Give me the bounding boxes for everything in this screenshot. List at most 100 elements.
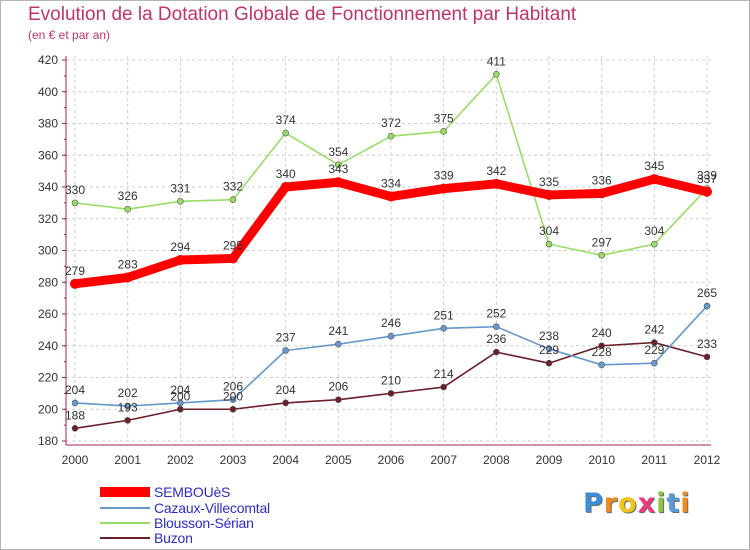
data-point — [124, 402, 131, 410]
x-tick-label: 2007 — [430, 453, 457, 467]
data-label: 295 — [223, 238, 243, 252]
data-label: 204 — [65, 383, 85, 397]
data-point — [598, 342, 605, 350]
logo-letter: t — [666, 488, 681, 519]
data-point — [175, 255, 186, 266]
x-tick-label: 2012 — [694, 453, 721, 467]
data-point — [177, 399, 184, 407]
data-label: 265 — [697, 286, 717, 300]
data-label: 375 — [434, 111, 454, 125]
data-point — [703, 302, 711, 310]
legend-label: SEMBOUèS — [154, 484, 231, 500]
data-point — [440, 324, 447, 332]
x-tick-label: 2010 — [588, 453, 615, 467]
data-point — [545, 359, 553, 367]
legend-swatch — [100, 537, 150, 539]
data-point — [71, 199, 79, 207]
data-point — [438, 183, 449, 194]
x-tick-label: 2000 — [62, 453, 89, 467]
data-point — [229, 196, 237, 203]
data-point — [545, 345, 553, 353]
data-label: 339 — [697, 169, 717, 183]
data-point — [649, 174, 660, 185]
data-label: 297 — [592, 235, 612, 249]
data-point — [229, 396, 237, 404]
data-point — [229, 405, 237, 413]
data-point — [228, 253, 238, 264]
data-label: 283 — [118, 257, 138, 271]
data-label: 342 — [486, 164, 506, 178]
data-label: 374 — [276, 113, 296, 127]
data-point — [335, 396, 342, 404]
y-tick-label: 200 — [38, 402, 58, 416]
data-point — [386, 191, 396, 202]
data-label: 193 — [118, 400, 138, 414]
data-label: 354 — [328, 145, 348, 159]
data-label: 339 — [434, 169, 454, 183]
data-label: 340 — [276, 167, 296, 181]
data-label: 304 — [539, 224, 559, 238]
logo-letter: o — [618, 488, 638, 519]
chart-title: Evolution de la Dotation Globale de Fonc… — [28, 4, 577, 25]
data-point — [387, 390, 395, 397]
x-tick-label: 2005 — [325, 453, 352, 467]
data-point — [335, 340, 342, 348]
data-point — [491, 178, 502, 189]
data-point — [122, 272, 133, 283]
data-label: 241 — [328, 324, 348, 338]
data-point — [70, 278, 80, 289]
data-point — [71, 424, 79, 432]
x-tick-label: 2006 — [378, 453, 405, 467]
chart-subtitle: (en € et par an) — [28, 28, 111, 42]
data-point — [335, 161, 342, 169]
data-point — [177, 405, 184, 413]
y-tick-label: 340 — [38, 180, 58, 194]
y-tick-label: 320 — [38, 212, 58, 226]
data-label: 326 — [118, 189, 138, 203]
data-point — [387, 332, 395, 340]
data-label: 251 — [434, 308, 454, 322]
data-label: 304 — [644, 224, 664, 238]
data-label: 229 — [644, 343, 664, 357]
data-point — [596, 188, 607, 199]
data-label: 206 — [223, 380, 243, 394]
logo-letter: i — [680, 488, 691, 519]
data-point — [177, 197, 184, 205]
data-point — [598, 361, 605, 369]
data-point — [124, 417, 131, 424]
data-label: 228 — [592, 345, 612, 359]
data-label: 343 — [328, 162, 348, 176]
data-label: 335 — [539, 175, 559, 189]
data-point — [493, 348, 500, 356]
y-tick-label: 260 — [38, 307, 58, 321]
y-tick-label: 400 — [38, 85, 58, 99]
data-label: 330 — [65, 183, 85, 197]
y-tick-label: 280 — [38, 275, 58, 289]
data-point — [440, 383, 447, 391]
data-label: 214 — [434, 367, 454, 381]
data-point — [544, 189, 554, 200]
data-label: 332 — [223, 180, 243, 194]
x-tick-label: 2002 — [167, 453, 194, 467]
data-point — [282, 347, 289, 354]
data-label: 337 — [697, 172, 717, 186]
x-tick-label: 2009 — [536, 453, 563, 467]
data-point — [702, 186, 712, 197]
legend-label: Buzon — [154, 530, 193, 546]
x-tick-label: 2001 — [114, 453, 141, 467]
legend-label: Cazaux-Villecomtal — [154, 500, 270, 516]
y-tick-label: 240 — [38, 339, 58, 353]
data-label: 294 — [170, 240, 190, 254]
x-tick-label: 2003 — [220, 453, 247, 467]
data-point — [71, 399, 79, 407]
data-point — [282, 399, 289, 407]
data-label: 279 — [65, 264, 85, 278]
data-label: 237 — [276, 331, 296, 345]
x-tick-label: 2004 — [272, 453, 299, 467]
data-point — [282, 129, 289, 137]
data-label: 236 — [486, 332, 506, 346]
data-point — [387, 132, 395, 140]
legend-swatch — [100, 487, 150, 497]
data-label: 210 — [381, 373, 401, 387]
